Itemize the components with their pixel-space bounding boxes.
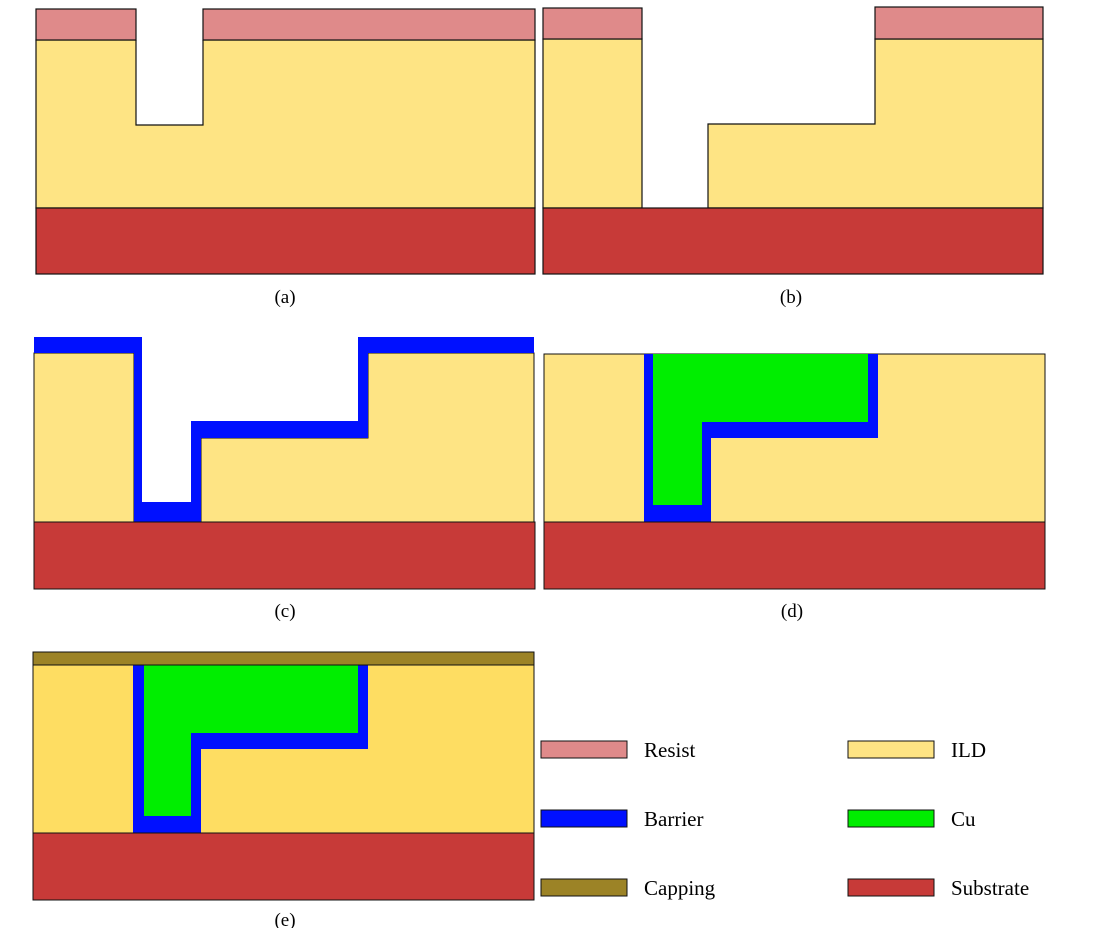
panel-e: (e) xyxy=(32,651,535,928)
legend-swatch-substrate xyxy=(847,878,935,897)
panel-b-ild-right xyxy=(707,38,1044,209)
panel-c-substrate xyxy=(33,521,536,590)
legend-label-barrier: Barrier xyxy=(644,807,703,831)
legend-swatch-barrier xyxy=(540,809,628,828)
panel-a-caption: (a) xyxy=(274,287,295,308)
panel-b-resist-right xyxy=(874,6,1044,40)
panel-d-substrate xyxy=(543,521,1046,590)
panel-c-ild-left xyxy=(33,352,135,523)
legend-label-substrate: Substrate xyxy=(951,876,1029,900)
panel-c-caption: (c) xyxy=(274,601,295,622)
legend-label-cu: Cu xyxy=(951,807,976,831)
panel-b-ild-left xyxy=(542,38,643,209)
panel-a-ild xyxy=(35,39,536,209)
legend-label-resist: Resist xyxy=(644,738,696,762)
legend-swatch-resist xyxy=(540,740,628,759)
legend-swatch-ild xyxy=(847,740,935,759)
panel-b-caption: (b) xyxy=(780,287,802,308)
panel-a-resist-right xyxy=(202,8,536,41)
panel-e-capping xyxy=(32,651,535,666)
legend-swatch-cu xyxy=(847,809,935,828)
panel-a-substrate xyxy=(35,207,536,275)
panel-a-resist-left xyxy=(35,8,137,41)
legend-label-ild: ILD xyxy=(951,738,986,762)
panel-a-trench xyxy=(136,39,203,125)
panel-d: (d) xyxy=(543,353,1046,622)
panel-e-caption: (e) xyxy=(274,910,295,928)
panel-c: (c) xyxy=(33,337,536,622)
panel-a-trench-outline xyxy=(135,40,204,126)
panel-b-resist-left xyxy=(542,7,643,40)
panel-e-cu xyxy=(144,665,358,816)
legend: Resist ILD Barrier Cu Capping Substrate xyxy=(540,738,1029,900)
legend-label-capping: Capping xyxy=(644,876,716,900)
panel-a: (a) xyxy=(35,8,536,308)
panel-b-substrate xyxy=(542,207,1044,275)
legend-swatch-capping xyxy=(540,878,628,897)
panel-c-barrier xyxy=(34,337,534,522)
panel-d-caption: (d) xyxy=(781,601,803,622)
panel-d-cu xyxy=(653,354,868,505)
panel-e-substrate xyxy=(32,832,535,901)
panel-b: (b) xyxy=(542,6,1044,308)
